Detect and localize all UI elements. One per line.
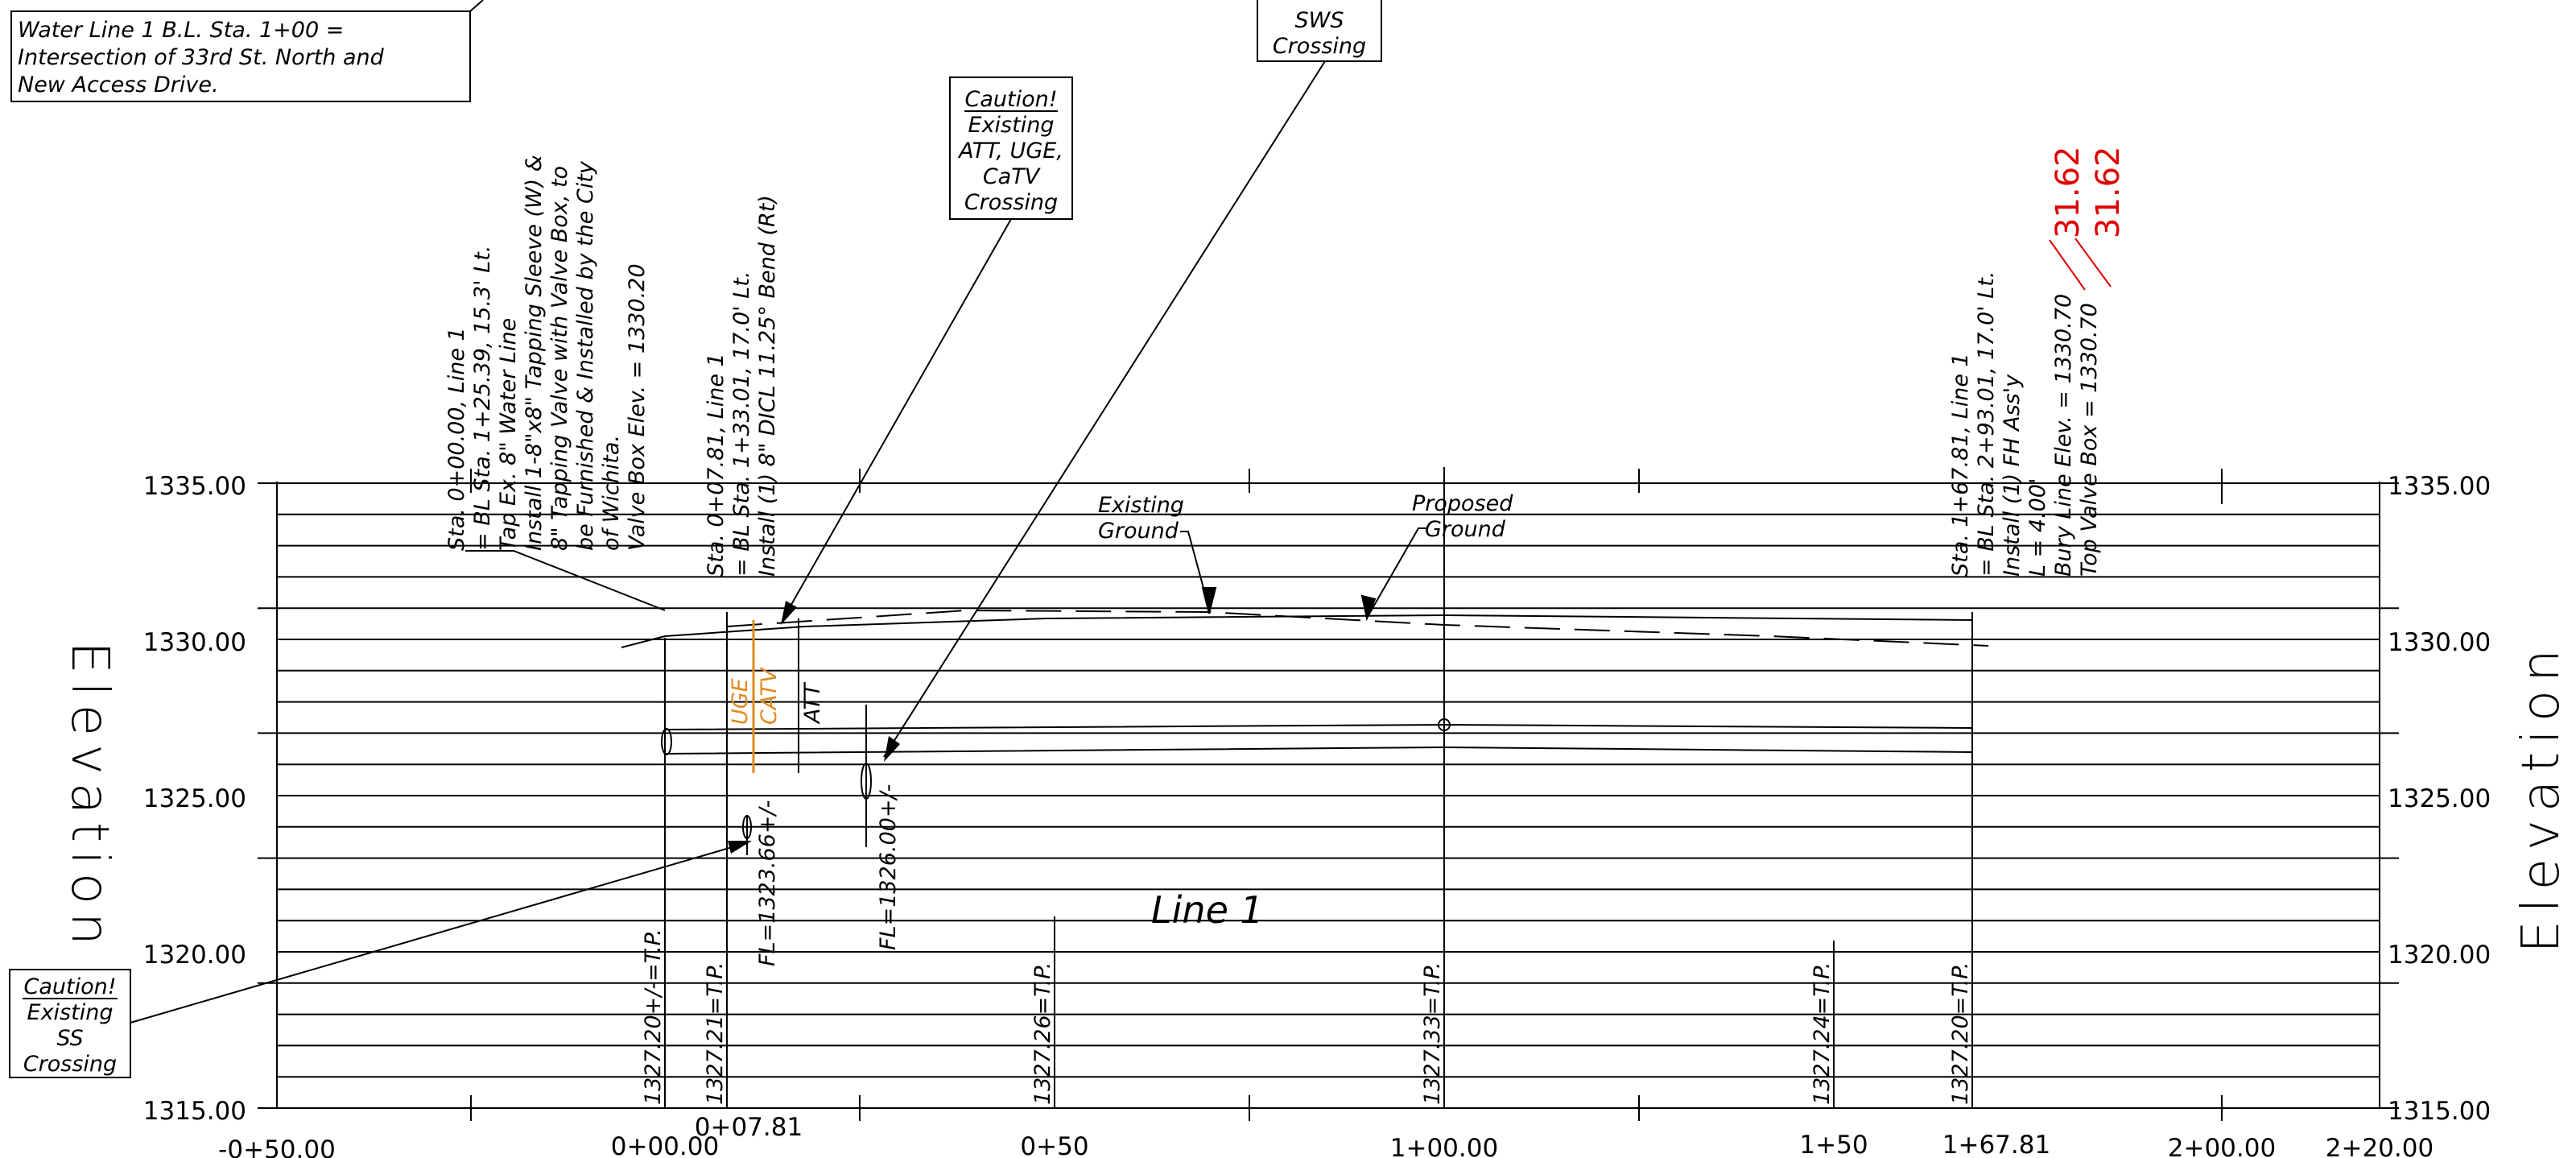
y-tick-left: 1325.00 bbox=[143, 784, 246, 813]
revision-strikes bbox=[2049, 238, 2112, 291]
caution-att-line: Crossing bbox=[964, 190, 1058, 215]
catv-label: CATV bbox=[757, 666, 782, 725]
callout-line: be Furnished & Installed by the City bbox=[573, 160, 598, 551]
station-label: 1327.24=T.P. bbox=[1810, 962, 1835, 1105]
caution-ss-note: Caution! Existing SS Crossing bbox=[9, 841, 752, 1078]
proposed-ground-label: Ground bbox=[1425, 517, 1506, 542]
caution-att-line: CaTV bbox=[983, 164, 1042, 189]
caution-att-line: Existing bbox=[968, 113, 1055, 138]
baseline-note-line: Intersection of 33rd St. North and bbox=[18, 45, 385, 70]
line-name-label: Line 1 bbox=[1151, 888, 1264, 932]
station-labels: 1327.20+/-=T.P. 1327.21=T.P. 1327.26=T.P… bbox=[641, 928, 1973, 1105]
caution-att-line: ATT, UGE, bbox=[957, 139, 1063, 163]
horizontal-grid bbox=[258, 482, 2399, 1109]
sws-note-line: Crossing bbox=[1273, 34, 1366, 59]
revised-value: 31.62 bbox=[2090, 146, 2127, 238]
revised-value: 31.62 bbox=[2050, 146, 2087, 238]
callout-line: L = 4.00' bbox=[2025, 478, 2050, 577]
att-label: ATT bbox=[800, 681, 825, 725]
station-label: 1327.26=T.P. bbox=[1030, 962, 1055, 1105]
callout-line: Install (1) 8" DICL 11.25° Bend (Rt) bbox=[755, 195, 780, 577]
baseline-note: Water Line 1 B.L. Sta. 1+00 = Intersecti… bbox=[10, 0, 484, 102]
y-tick-right: 1325.00 bbox=[2388, 784, 2491, 813]
y-tick-right: 1320.00 bbox=[2388, 941, 2491, 970]
callout-line: = BL Sta. 1+33.01, 17.0' Lt. bbox=[729, 271, 754, 577]
caution-ss-line: Existing bbox=[27, 1000, 114, 1025]
callout-sta16781: Sta. 1+67.81, Line 1 = BL Sta. 2+93.01, … bbox=[1948, 271, 2102, 577]
caution-ss-line: Crossing bbox=[23, 1052, 117, 1077]
fl-ss-label: FL=1323.66+/- bbox=[755, 800, 780, 966]
station-label: 1327.20+/-=T.P. bbox=[641, 928, 666, 1105]
y-axis-title-right: Elevation bbox=[2512, 641, 2571, 953]
callout-sta0: Sta. 0+00.00, Line 1 = BL Sta. 1+25.39, … bbox=[444, 155, 650, 551]
water-line-pipe bbox=[661, 718, 1973, 755]
callout-line: Sta. 0+07.81, Line 1 bbox=[704, 353, 729, 577]
x-tick: 1+00.00 bbox=[1390, 1134, 1498, 1158]
uge-label: UGE bbox=[728, 678, 753, 725]
y-axis-title-left: Elevation bbox=[60, 641, 119, 953]
grid-frame bbox=[276, 467, 2380, 1121]
callout-line: Valve Box Elev. = 1330.20 bbox=[625, 263, 650, 551]
callout-line: Sta. 1+67.81, Line 1 bbox=[1948, 353, 1973, 577]
station-label: 1327.20=T.P. bbox=[1948, 962, 1973, 1105]
callout-line: Tap Ex. 8" Water Line bbox=[496, 318, 521, 551]
callout-sta0-leader bbox=[465, 550, 666, 611]
sws-note-line: SWS bbox=[1295, 8, 1344, 33]
existing-ground-line bbox=[726, 609, 1989, 647]
callout-line: Sta. 0+00.00, Line 1 bbox=[444, 327, 469, 551]
station-label: 1327.33=T.P. bbox=[1420, 962, 1445, 1105]
fl-sws-label: FL=1326.00+/- bbox=[876, 784, 901, 950]
sws-crossing-note: SWS Crossing bbox=[883, 0, 1382, 762]
callout-line: = BL Sta. 2+93.01, 17.0' Lt. bbox=[1974, 271, 1999, 577]
y-tick-left: 1320.00 bbox=[143, 941, 246, 970]
baseline-note-line: Water Line 1 B.L. Sta. 1+00 = bbox=[18, 18, 344, 43]
y-tick-left: 1315.00 bbox=[143, 1097, 246, 1126]
x-tick: -0+50.00 bbox=[218, 1135, 336, 1158]
caution-ss-line: Caution! bbox=[23, 974, 116, 999]
y-tick-right: 1315.00 bbox=[2388, 1097, 2491, 1126]
x-tick: 1+50 bbox=[1799, 1131, 1868, 1158]
y-axis-right: 1335.00 1330.00 1325.00 1320.00 1315.00 bbox=[2388, 472, 2491, 1126]
y-axis-left: 1335.00 1330.00 1325.00 1320.00 1315.00 bbox=[143, 472, 246, 1126]
callout-line: Top Valve Box = 1330.70 bbox=[2077, 303, 2102, 577]
callout-line: = BL Sta. 1+25.39, 15.3' Lt. bbox=[470, 246, 495, 551]
proposed-ground-line bbox=[621, 614, 1973, 648]
callout-line: of Wichita. bbox=[599, 435, 624, 551]
y-tick-right: 1335.00 bbox=[2388, 472, 2491, 501]
x-tick: 0+50 bbox=[1020, 1132, 1088, 1158]
x-tick: 2+20.00 bbox=[2326, 1134, 2434, 1158]
caution-ss-line: SS bbox=[56, 1026, 83, 1051]
caution-att-note: Caution! Existing ATT, UGE, CaTV Crossin… bbox=[781, 77, 1073, 625]
caution-att-line: Caution! bbox=[964, 87, 1057, 112]
x-tick: 2+00.00 bbox=[2168, 1134, 2276, 1158]
existing-ground-label: Ground bbox=[1098, 519, 1179, 544]
station-label: 1327.21=T.P. bbox=[703, 962, 728, 1105]
x-axis: -0+50.00 0+00.00 0+07.81 0+50 1+00.00 1+… bbox=[218, 1113, 2434, 1158]
existing-ground-label: Existing bbox=[1098, 493, 1184, 518]
callout-line: Install 1-8"x8" Tapping Sleeve (W) & bbox=[522, 155, 547, 551]
baseline-note-line: New Access Drive. bbox=[18, 72, 219, 97]
y-tick-left: 1330.00 bbox=[143, 628, 246, 657]
ground-leaders bbox=[1180, 527, 1426, 622]
callout-line: Bury Line Elev. = 1330.70 bbox=[2051, 294, 2076, 577]
x-tick: 0+07.81 bbox=[695, 1113, 803, 1142]
y-tick-left: 1335.00 bbox=[143, 472, 246, 501]
y-tick-right: 1330.00 bbox=[2388, 628, 2491, 657]
x-tick: 0+00.00 bbox=[611, 1132, 719, 1158]
callout-line: 8" Tapping Valve with Valve Box, to bbox=[547, 166, 572, 551]
x-tick: 1+67.81 bbox=[1942, 1131, 2050, 1158]
ground-lines bbox=[621, 609, 1989, 648]
proposed-ground-label: Proposed bbox=[1412, 491, 1513, 516]
callout-sta0781: Sta. 0+07.81, Line 1 = BL Sta. 1+33.01, … bbox=[704, 195, 780, 577]
callout-line: Install (1) FH Ass'y bbox=[2000, 374, 2025, 577]
